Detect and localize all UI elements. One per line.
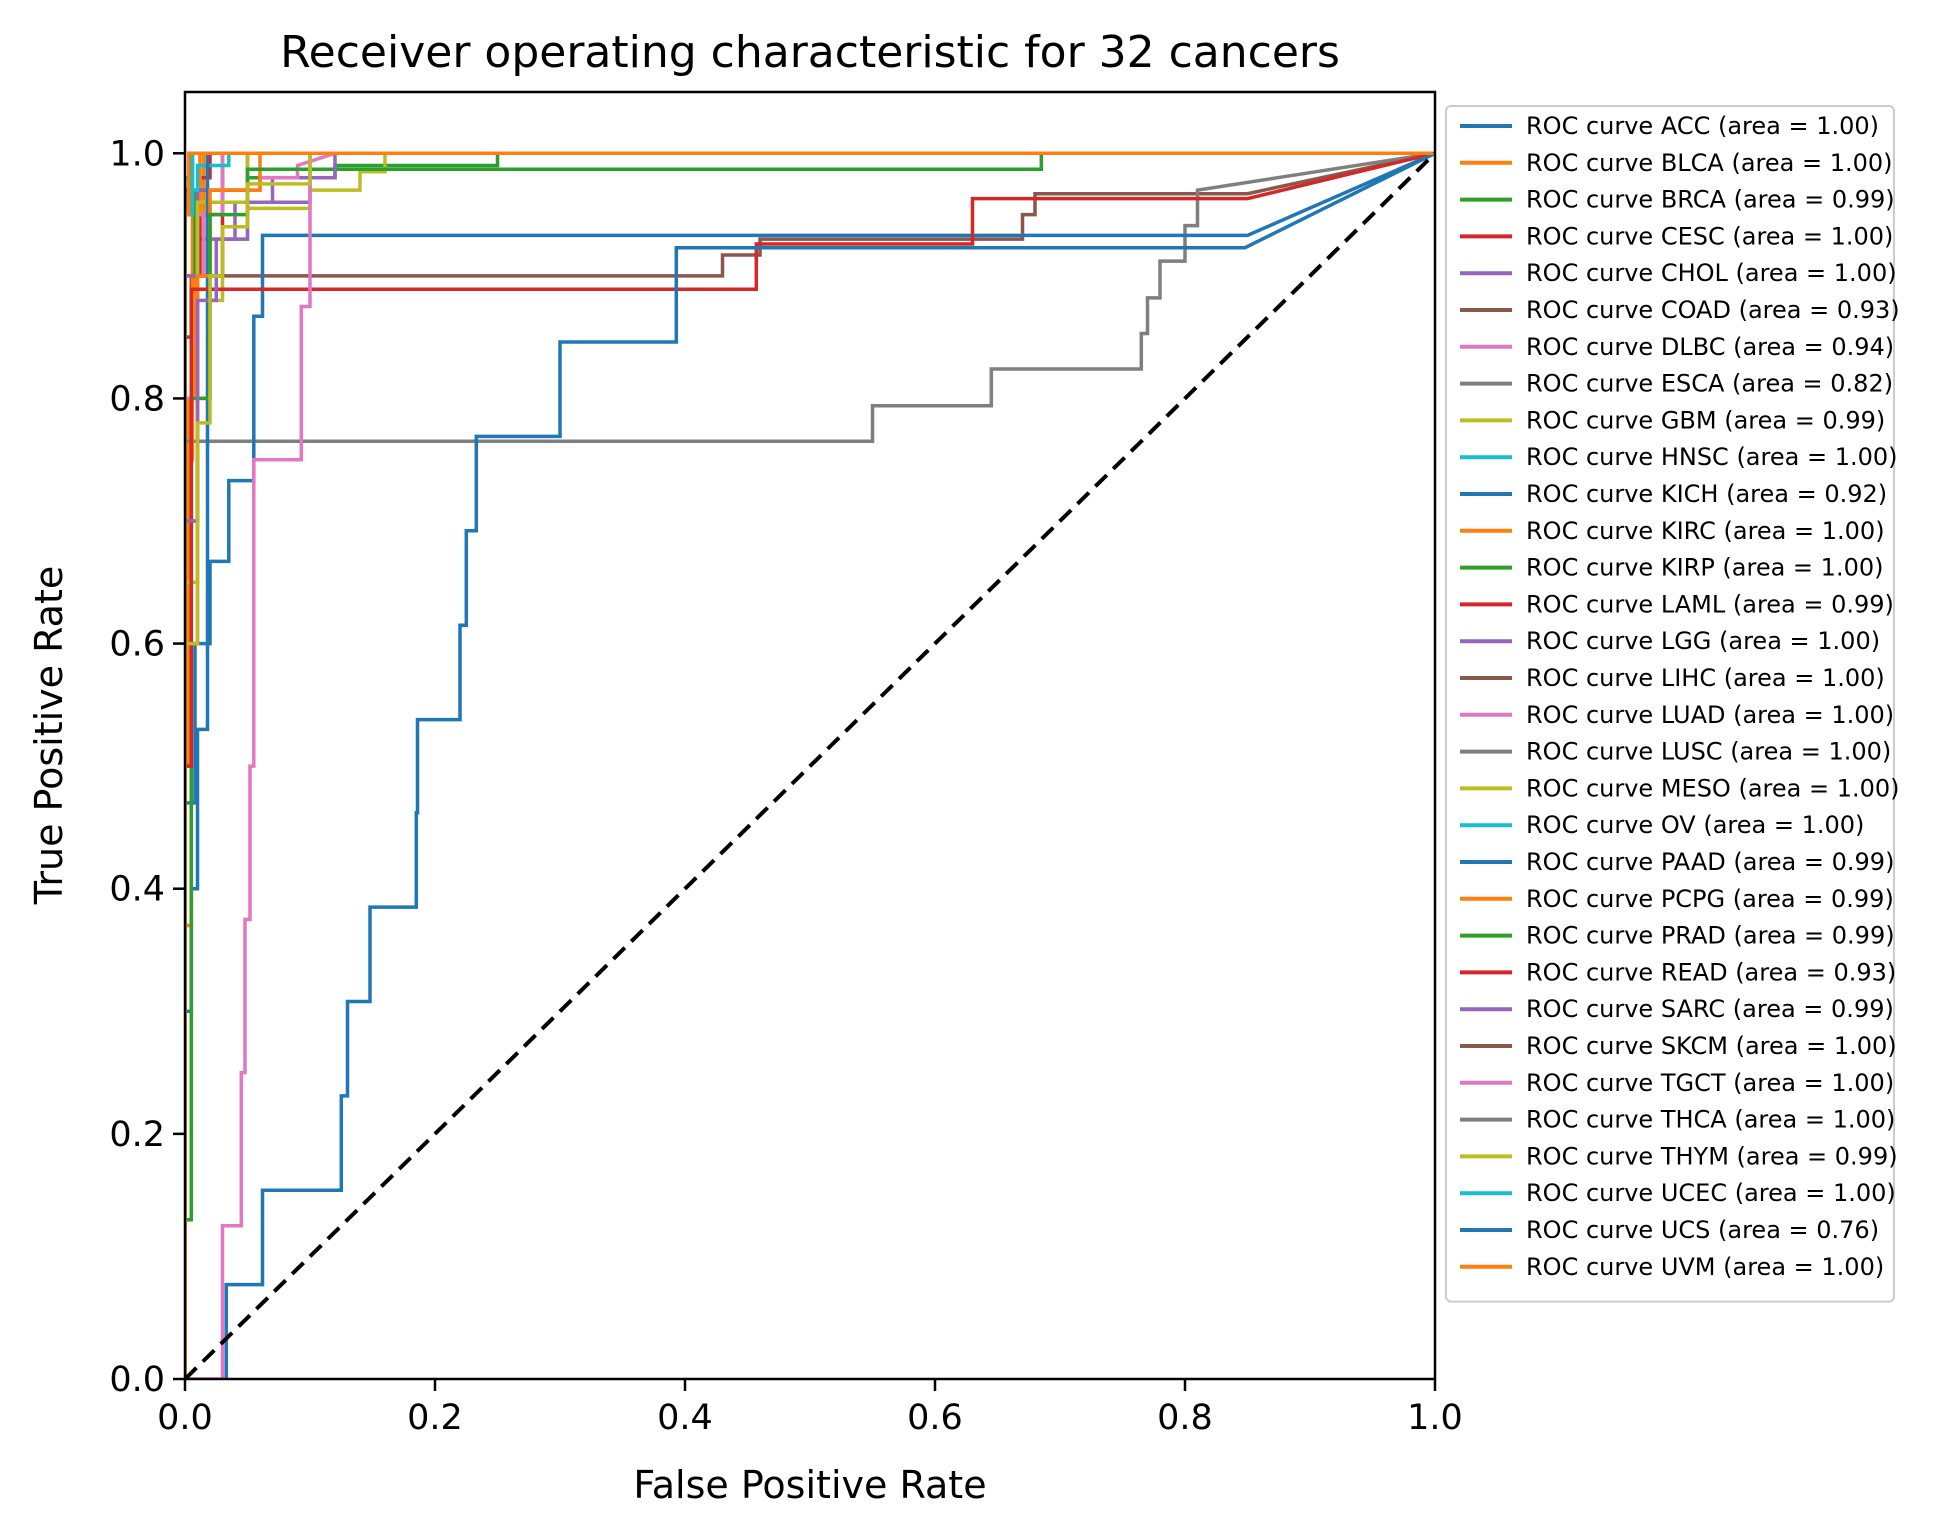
- legend: ROC curve ACC (area = 1.00) ROC curve BLC…: [1445, 105, 1900, 1303]
- legend-entry: ROC curve GBM (area = 0.99): [1526, 406, 1885, 434]
- legend-entry: ROC curve ACC (area = 1.00): [1526, 112, 1879, 140]
- roc-curve-22: [185, 151, 1435, 1379]
- chance-diagonal-line: [185, 151, 1435, 1379]
- legend-entry: ROC curve PCPG (area = 0.99): [1526, 885, 1894, 913]
- legend-entry: ROC curve HNSC (area = 1.00): [1526, 443, 1898, 471]
- legend-frame: [1445, 105, 1895, 1303]
- x-tick-label: 0.4: [657, 1398, 713, 1438]
- legend-entry: ROC curve THYM (area = 0.99): [1526, 1142, 1898, 1170]
- legend-entry: ROC curve LGG (area = 1.00): [1526, 627, 1880, 655]
- legend-entry: ROC curve PRAD (area = 0.99): [1526, 922, 1895, 950]
- x-tick-label: 1.0: [1407, 1398, 1463, 1438]
- x-axis-label: False Positive Rate: [633, 1463, 986, 1507]
- roc-curve-21: [185, 151, 1435, 1379]
- y-axis-label: True Positive Rate: [27, 566, 71, 906]
- legend-entry: ROC curve LAML (area = 0.99): [1526, 590, 1894, 618]
- legend-entry: ROC curve PAAD (area = 0.99): [1526, 848, 1894, 876]
- legend-entry: ROC curve TGCT (area = 1.00): [1526, 1069, 1894, 1097]
- y-tick-label: 0.0: [109, 1360, 165, 1400]
- roc-curve-10: [185, 151, 1435, 1379]
- y-axis: 0.0 0.2 0.4 0.6 0.8 1.0: [109, 134, 185, 1400]
- roc-curve-23: [185, 151, 1435, 1379]
- roc-curve-30: [224, 151, 1435, 1379]
- legend-entry: ROC curve LIHC (area = 1.00): [1526, 664, 1885, 692]
- legend-entry: ROC curve KIRP (area = 1.00): [1526, 554, 1883, 582]
- legend-entry: ROC curve BLCA (area = 1.00): [1526, 149, 1893, 177]
- legend-entry: ROC curve DLBC (area = 0.94): [1526, 333, 1894, 361]
- legend-entry: ROC curve SARC (area = 0.99): [1526, 995, 1894, 1023]
- x-tick-label: 0.6: [907, 1398, 963, 1438]
- roc-curve-28: [185, 151, 1435, 1379]
- y-tick-label: 0.8: [109, 379, 165, 419]
- roc-curve-20: [185, 151, 1435, 1379]
- roc-curve-26: [185, 151, 1435, 1379]
- y-tick-label: 1.0: [109, 134, 165, 174]
- legend-entry: ROC curve LUSC (area = 1.00): [1526, 738, 1891, 766]
- plot-area: [185, 151, 1435, 1379]
- legend-entry: ROC curve THCA (area = 1.00): [1526, 1106, 1895, 1134]
- legend-entry: ROC curve KICH (area = 0.92): [1526, 480, 1887, 508]
- roc-curve-31: [185, 151, 1435, 1379]
- x-tick-label: 0.8: [1157, 1398, 1213, 1438]
- y-tick-label: 0.6: [109, 625, 165, 665]
- legend-entry: ROC curve READ (area = 0.93): [1526, 958, 1896, 986]
- legend-entry: ROC curve OV (area = 1.00): [1526, 811, 1864, 839]
- x-tick-label: 0.0: [157, 1398, 213, 1438]
- x-axis: 0.0 0.2 0.4 0.6 0.8 1.0: [157, 1379, 1463, 1438]
- legend-entry: ROC curve UCEC (area = 1.00): [1526, 1179, 1896, 1207]
- legend-entry: ROC curve UCS (area = 0.76): [1526, 1216, 1879, 1244]
- legend-entry: ROC curve ESCA (area = 0.82): [1526, 370, 1893, 398]
- legend-entry: ROC curve CHOL (area = 1.00): [1526, 259, 1897, 287]
- legend-entry: ROC curve UVM (area = 1.00): [1526, 1253, 1884, 1281]
- plot-frame: [183, 90, 1437, 1381]
- legend-entry: ROC curve KIRC (area = 1.00): [1526, 517, 1885, 545]
- legend-entry: ROC curve MESO (area = 1.00): [1526, 774, 1900, 802]
- legend-entry: ROC curve SKCM (area = 1.00): [1526, 1032, 1897, 1060]
- legend-entry: ROC curve BRCA (area = 0.99): [1526, 186, 1895, 214]
- y-tick-label: 0.4: [109, 870, 165, 910]
- y-tick-label: 0.2: [109, 1115, 165, 1155]
- legend-entry: ROC curve COAD (area = 0.93): [1526, 296, 1900, 324]
- chart-title: Receiver operating characteristic for 32…: [280, 27, 1340, 78]
- roc-curve-7: [185, 151, 1435, 1379]
- legend-entry: ROC curve CESC (area = 1.00): [1526, 222, 1893, 250]
- legend-entry: ROC curve LUAD (area = 1.00): [1526, 701, 1894, 729]
- x-tick-label: 0.2: [407, 1398, 463, 1438]
